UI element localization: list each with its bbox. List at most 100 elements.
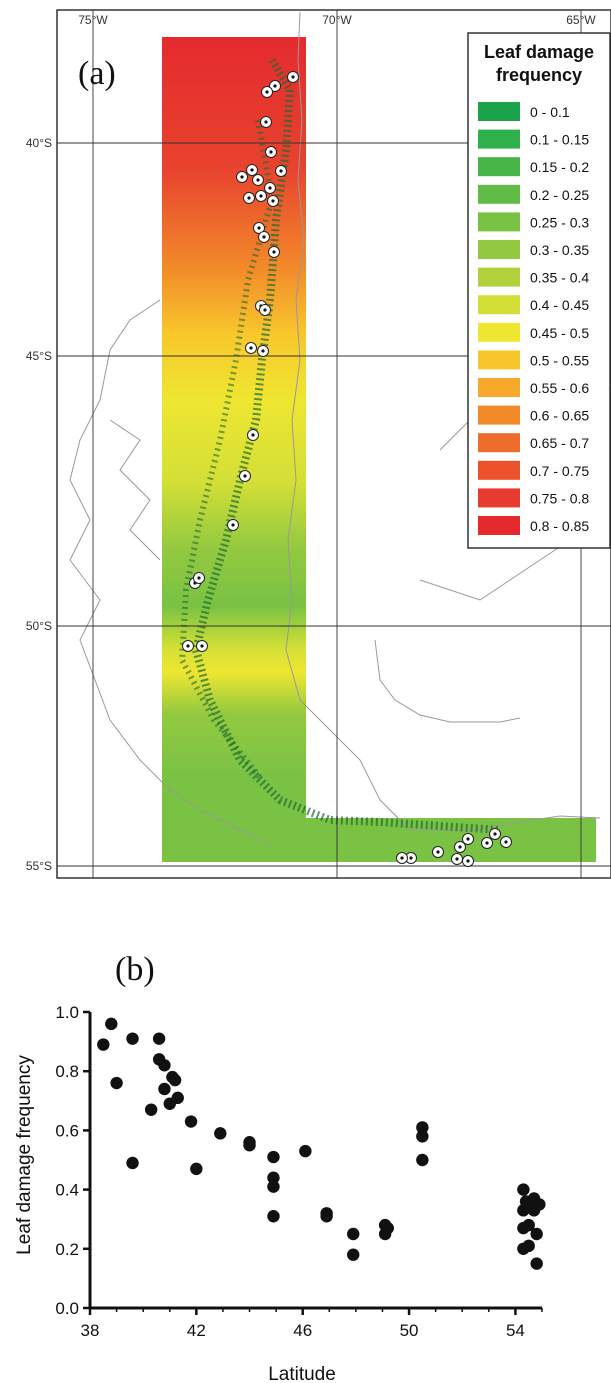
y-tick-label: 0.8 — [55, 1062, 79, 1081]
sample-site-dot — [268, 186, 272, 190]
legend-label: 0.3 - 0.35 — [530, 242, 589, 258]
scatter-point — [267, 1150, 280, 1164]
sample-site-dot — [257, 226, 261, 230]
legend-items: 0 - 0.1 0.1 - 0.15 0.15 - 0.2 0.2 - 0.25 0.2… — [478, 102, 589, 535]
legend-label: 0.65 - 0.7 — [530, 435, 589, 451]
x-tick-label: 50 — [400, 1321, 419, 1340]
lon-tick-label: 75°W — [78, 13, 108, 27]
legend-swatch — [478, 378, 520, 397]
sample-site-dot — [261, 349, 265, 353]
scatter-point — [243, 1139, 256, 1152]
scatter-point — [416, 1130, 429, 1143]
y-tick-label: 0.2 — [55, 1240, 79, 1259]
legend-label: 0.25 - 0.3 — [530, 214, 589, 230]
scatter-point — [347, 1227, 360, 1241]
x-tick-label: 46 — [293, 1321, 312, 1340]
scatter-point — [522, 1239, 535, 1253]
scatter-point — [168, 1073, 182, 1087]
legend-label: 0.6 - 0.65 — [530, 408, 589, 424]
legend-label: 0.55 - 0.6 — [530, 380, 589, 396]
scatter-point — [267, 1210, 280, 1223]
scatter-point — [378, 1227, 392, 1241]
sample-site-dot — [251, 433, 255, 437]
scatter-point — [267, 1180, 280, 1193]
sample-site-dot — [291, 75, 295, 79]
scatter-point — [347, 1248, 360, 1261]
sample-site-dot — [493, 832, 497, 836]
sample-sites — [182, 71, 512, 867]
lat-tick-label: 50°S — [26, 619, 52, 633]
x-tick-label: 38 — [81, 1321, 100, 1340]
x-tick-label: 54 — [506, 1321, 525, 1340]
legend-swatch — [478, 516, 520, 535]
sample-site-dot — [400, 856, 404, 860]
lon-tick-label: 65°W — [566, 13, 596, 27]
x-axis-label: Latitude — [268, 1364, 336, 1383]
border-line — [285, 11, 601, 831]
scatter-point — [110, 1076, 123, 1090]
sample-site-dot — [249, 346, 253, 350]
legend-label: 0.2 - 0.25 — [530, 187, 589, 203]
sample-site-dot — [485, 841, 489, 845]
legend-swatch — [478, 433, 520, 453]
legend-swatch — [478, 405, 520, 425]
sample-site-dot — [279, 169, 283, 173]
sample-site-dot — [455, 857, 459, 861]
legend-swatch — [478, 322, 520, 342]
legend-swatch — [478, 129, 520, 149]
lon-ticks: 75°W 70°W 65°W — [78, 13, 596, 27]
sample-site-dot — [250, 168, 254, 172]
scatter-point — [152, 1032, 166, 1045]
scatter-point — [214, 1127, 227, 1140]
scatter-points — [97, 1017, 546, 1270]
lat-tick-label: 45°S — [26, 349, 52, 363]
legend-label: 0.35 - 0.4 — [530, 270, 589, 286]
sample-site-dot — [264, 120, 268, 124]
sample-site-dot — [197, 576, 201, 580]
scatter-point — [299, 1144, 312, 1158]
scatter-point — [144, 1103, 158, 1116]
lon-tick-label: 70°W — [322, 13, 352, 27]
scatter-point — [416, 1153, 429, 1167]
scatter-point — [158, 1059, 171, 1072]
scatter-axes: 38 42 46 50 54 0.0 0.2 0.4 0.6 0.8 1.0 — [55, 1003, 543, 1340]
scatter-point — [517, 1183, 530, 1196]
legend-swatch — [478, 102, 520, 121]
scatter-point — [158, 1082, 171, 1096]
lat-ticks: 40°S 45°S 50°S 55°S — [26, 136, 52, 873]
sample-site-dot — [186, 644, 190, 648]
sample-site-dot — [272, 250, 276, 254]
legend-swatch — [478, 240, 520, 259]
legend-label: 0.5 - 0.55 — [530, 352, 589, 368]
sample-site-dot — [265, 90, 269, 94]
sample-site-dot — [256, 178, 260, 182]
sample-site-dot — [263, 308, 267, 312]
y-tick-label: 0.4 — [55, 1181, 79, 1200]
legend-title-line2: frequency — [496, 65, 582, 85]
legend-label: 0.4 - 0.45 — [530, 297, 589, 313]
sample-site-dot — [271, 199, 275, 203]
legend-label: 0.15 - 0.2 — [530, 159, 589, 175]
legend-swatch — [478, 460, 520, 480]
y-tick-label: 0.0 — [55, 1299, 79, 1318]
legend-swatch — [478, 267, 520, 287]
sample-site-dot — [269, 150, 273, 154]
sample-site-dot — [259, 194, 263, 198]
map-panel: 75°W 70°W 65°W 40°S 45°S 50°S 55°S (a) Leaf d… — [26, 9, 611, 879]
sample-site-dot — [243, 474, 247, 478]
sample-site-dot — [231, 523, 235, 527]
scatter-point — [184, 1115, 198, 1128]
sample-site-dot — [200, 644, 204, 648]
sample-site-dot — [409, 856, 413, 860]
sample-site-dot — [262, 235, 266, 239]
lat-tick-label: 40°S — [26, 136, 52, 150]
sample-site-dot — [466, 837, 470, 841]
legend-label: 0.1 - 0.15 — [530, 132, 589, 148]
legend-label: 0.7 - 0.75 — [530, 463, 589, 479]
panel-b-label: (b) — [115, 951, 155, 988]
scatter-point — [190, 1162, 203, 1176]
legend: Leaf damage frequency 0 - 0.10.1 - 0.150… — [467, 32, 611, 549]
scatter-point — [530, 1227, 543, 1241]
legend-label: 0.8 - 0.85 — [530, 518, 589, 534]
legend-swatch — [478, 212, 520, 232]
